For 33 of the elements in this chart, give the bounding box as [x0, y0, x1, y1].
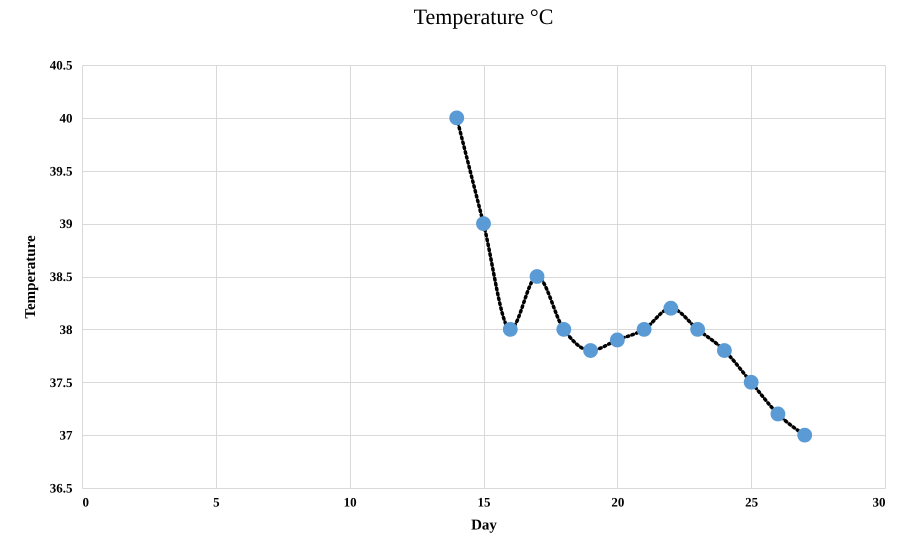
y-tick-label: 38: [60, 322, 73, 337]
x-tick-label: 20: [611, 494, 624, 510]
y-tick-label: 39.5: [50, 163, 73, 178]
point: [744, 374, 759, 390]
point: [636, 322, 652, 337]
point: [476, 216, 491, 232]
y-tick-label: 37.5: [50, 374, 73, 390]
x-tick-label: 30: [872, 494, 886, 510]
point: [530, 269, 544, 284]
x-tick-label: 10: [344, 494, 357, 510]
point: [797, 428, 812, 443]
x-tick-label: 25: [745, 494, 759, 510]
point: [556, 322, 572, 337]
point: [502, 322, 518, 337]
y-tick-label: 39: [60, 216, 73, 232]
point: [663, 300, 678, 316]
y-tick-label: 36.5: [50, 480, 73, 496]
point: [716, 343, 732, 358]
x-tick-label: 5: [213, 494, 220, 510]
point: [583, 343, 598, 358]
chart-title: Temperature °C: [414, 4, 554, 29]
point: [610, 332, 625, 348]
y-tick-label: 40: [60, 110, 72, 126]
point: [770, 406, 786, 422]
point: [690, 322, 706, 337]
x-tick-label: 0: [82, 494, 89, 510]
x-tick-label: 15: [478, 494, 491, 510]
y-tick-label: 37: [60, 428, 73, 443]
y-tick-label: 40.5: [50, 58, 73, 72]
point: [449, 110, 464, 126]
y-tick-label: 38.5: [50, 269, 73, 284]
x-axis-title: Day: [471, 518, 498, 534]
y-axis-title: Temperature: [22, 235, 39, 319]
